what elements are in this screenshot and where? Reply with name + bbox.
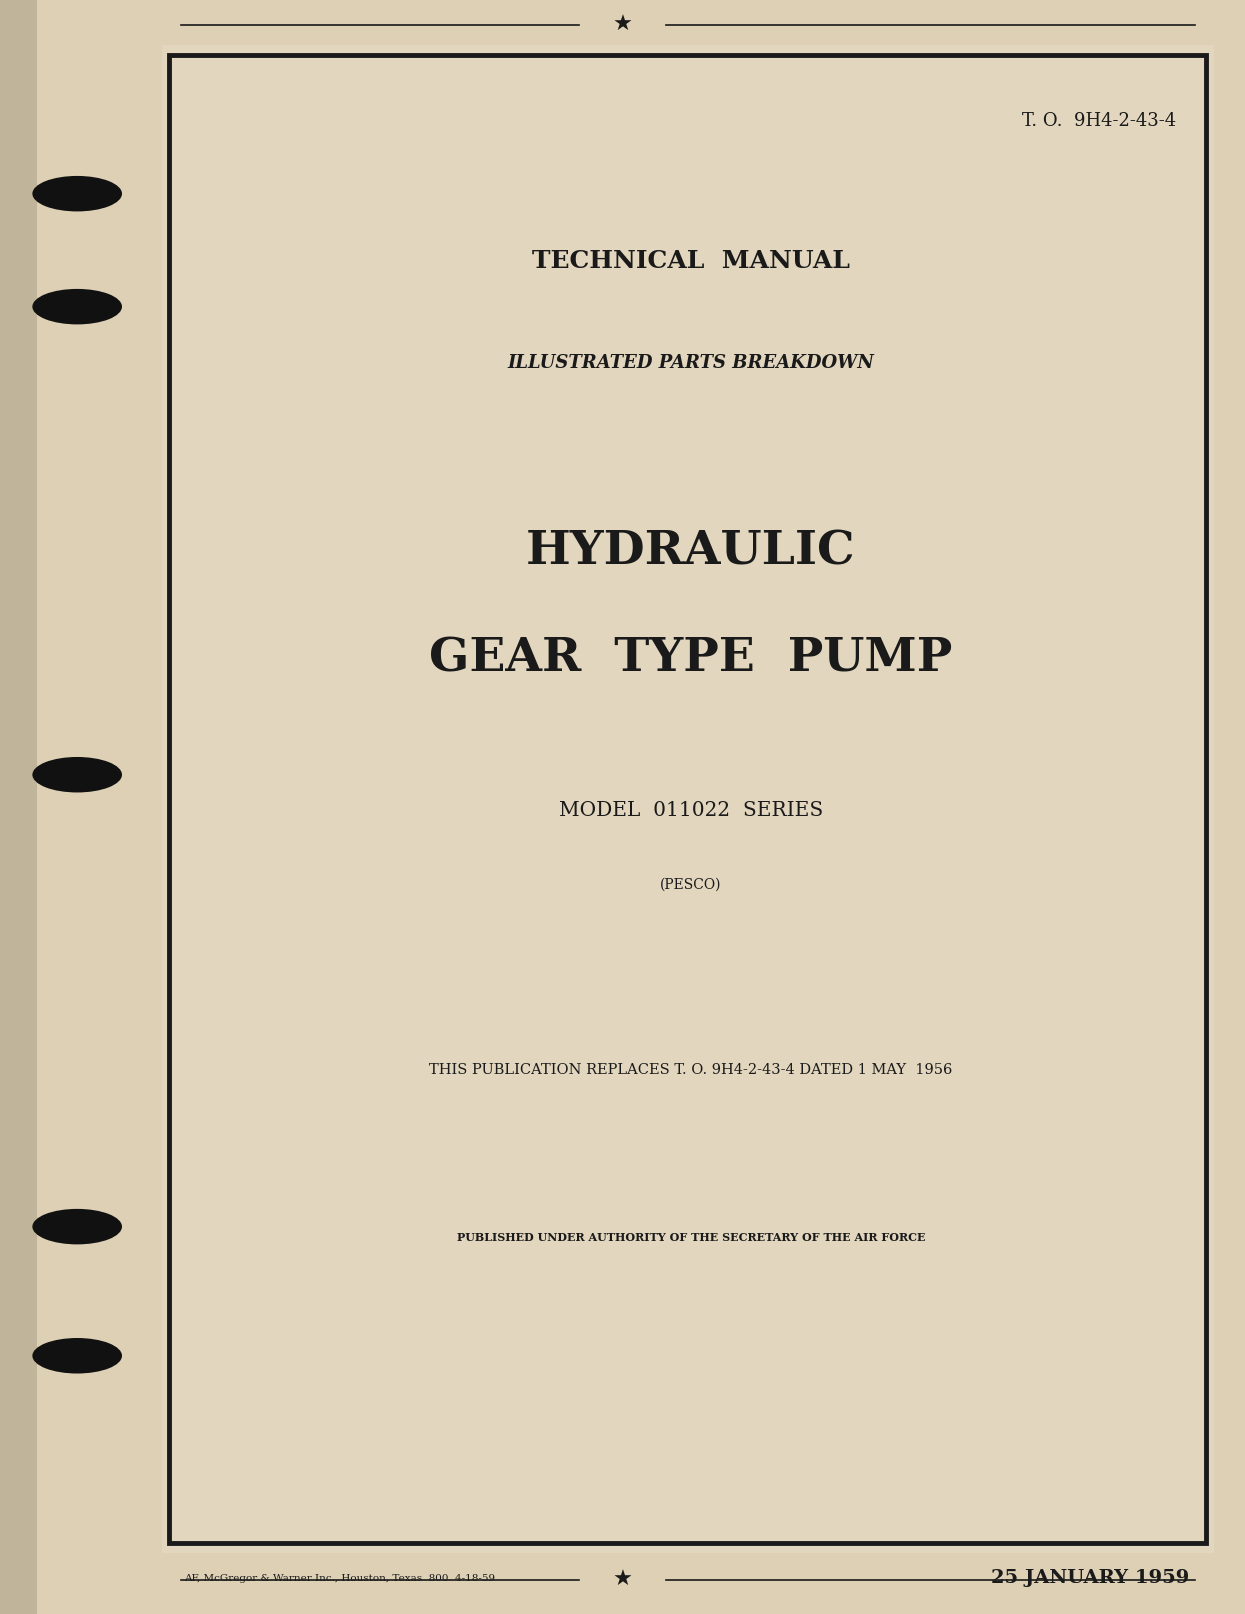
- Text: THIS PUBLICATION REPLACES T. O. 9H4-2-43-4 DATED 1 MAY  1956: THIS PUBLICATION REPLACES T. O. 9H4-2-43…: [430, 1064, 952, 1077]
- Text: HYDRAULIC: HYDRAULIC: [527, 529, 855, 575]
- Ellipse shape: [32, 757, 122, 792]
- Text: (PESCO): (PESCO): [660, 878, 722, 891]
- Text: ★: ★: [613, 15, 632, 36]
- Ellipse shape: [32, 1209, 122, 1244]
- Ellipse shape: [32, 1338, 122, 1374]
- Text: TECHNICAL  MANUAL: TECHNICAL MANUAL: [532, 250, 850, 273]
- Text: ILLUSTRATED PARTS BREAKDOWN: ILLUSTRATED PARTS BREAKDOWN: [508, 353, 874, 373]
- Bar: [0, 0, 37, 1614]
- Text: AF, McGregor & Warner Inc., Houston, Texas  800  4-18-59: AF, McGregor & Warner Inc., Houston, Tex…: [184, 1574, 496, 1583]
- Text: ★: ★: [613, 1570, 632, 1590]
- Bar: [162, 45, 1214, 1553]
- Text: T. O.  9H4-2-43-4: T. O. 9H4-2-43-4: [1022, 111, 1177, 131]
- Ellipse shape: [32, 289, 122, 324]
- Text: 25 JANUARY 1959: 25 JANUARY 1959: [991, 1569, 1189, 1588]
- Bar: [169, 55, 1206, 1543]
- Ellipse shape: [32, 176, 122, 211]
- Text: GEAR  TYPE  PUMP: GEAR TYPE PUMP: [430, 636, 952, 681]
- Text: PUBLISHED UNDER AUTHORITY OF THE SECRETARY OF THE AIR FORCE: PUBLISHED UNDER AUTHORITY OF THE SECRETA…: [457, 1233, 925, 1243]
- Text: MODEL  011022  SERIES: MODEL 011022 SERIES: [559, 801, 823, 820]
